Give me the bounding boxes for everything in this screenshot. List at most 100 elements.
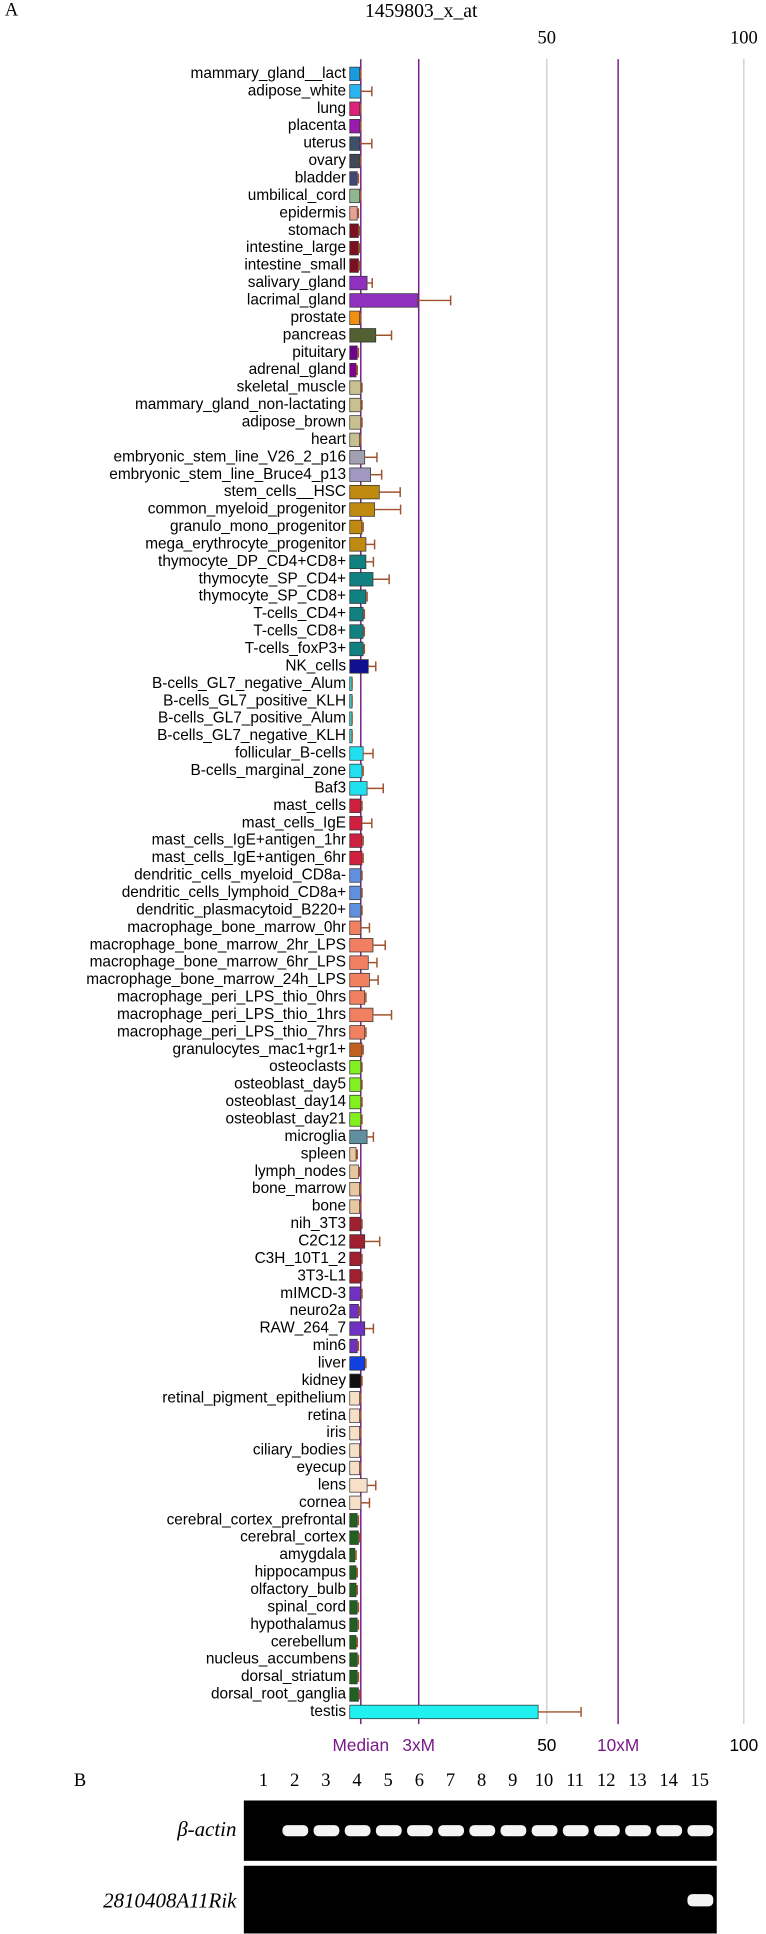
bar [349, 380, 362, 395]
bar [349, 328, 377, 343]
category-label: umbilical_cord [248, 187, 346, 204]
bar [349, 920, 362, 935]
category-label: liver [318, 1354, 346, 1371]
category-label: C2C12 [298, 1233, 346, 1250]
bar [349, 502, 375, 517]
category-label: cornea [299, 1494, 346, 1511]
category-label: C3H_10T1_2 [255, 1250, 346, 1267]
category-label: mega_erythrocyte_progenitor [145, 535, 346, 552]
category-label: cerebral_cortex_prefrontal [167, 1511, 346, 1528]
category-label: 3T3-L1 [297, 1267, 346, 1284]
bar [349, 153, 360, 169]
category-label: adrenal_gland [249, 361, 346, 378]
category-label: ovary [308, 152, 346, 169]
category-label: dendritic_plasmacytoid_B220+ [136, 901, 346, 918]
lane-label: 7 [446, 1770, 455, 1790]
bar [349, 1269, 362, 1284]
bar [349, 972, 370, 988]
lane-label: 10 [535, 1770, 553, 1790]
category-label: lacrimal_gland [247, 292, 346, 309]
bar [349, 206, 358, 221]
gel-band [687, 1894, 714, 1907]
gel-band [282, 1825, 309, 1837]
category-label: nucleus_accumbens [206, 1651, 346, 1668]
category-label: thymocyte_DP_CD4+CD8+ [158, 553, 346, 570]
bar [349, 258, 359, 273]
bar [349, 484, 380, 500]
bar [349, 1391, 360, 1406]
category-label: pancreas [283, 326, 347, 343]
category-label: heart [311, 431, 347, 448]
category-label: T-cells_foxP3+ [245, 640, 346, 657]
bar [349, 1408, 360, 1423]
bar [349, 241, 359, 256]
bar [349, 223, 359, 238]
gel-band [500, 1825, 527, 1837]
lane-label: 4 [352, 1770, 361, 1790]
category-label: mammary_gland__lact [191, 65, 347, 82]
category-label: retina [308, 1407, 347, 1424]
bar [349, 1042, 363, 1057]
bar [349, 850, 363, 866]
category-label: RAW_264_7 [259, 1320, 346, 1337]
category-label: adipose_brown [242, 413, 346, 430]
category-label: osteoblast_day5 [234, 1076, 346, 1093]
gel-image [243, 1865, 717, 1934]
category-label: bone [312, 1198, 346, 1215]
category-label: common_myeloid_progenitor [148, 501, 346, 518]
category-label: iris [326, 1424, 346, 1441]
category-label: mast_cells_IgE+antigen_6hr [152, 849, 346, 866]
x-tick-label: 100 [729, 1735, 758, 1755]
category-label: osteoblast_day21 [226, 1111, 347, 1128]
category-label: dendritic_cells_lymphoid_CD8a+ [122, 884, 346, 901]
category-label: T-cells_CD8+ [253, 623, 346, 640]
reference-label: 10xM [597, 1735, 639, 1755]
x-tick-label: 50 [538, 28, 556, 48]
category-label: ciliary_bodies [253, 1442, 346, 1459]
bar [349, 450, 366, 465]
category-label: skeletal_muscle [237, 379, 346, 396]
category-label: granulo_mono_progenitor [170, 518, 346, 535]
gel-band [375, 1825, 402, 1837]
bar [349, 1216, 362, 1232]
category-label: macrophage_peri_LPS_thio_7hrs [117, 1023, 346, 1040]
bar [349, 101, 360, 116]
bar [349, 1460, 360, 1476]
category-label: uterus [303, 135, 346, 152]
category-label: nih_3T3 [290, 1215, 346, 1232]
category-label: pituitary [292, 344, 346, 361]
gel-row-label: β-actin [176, 1817, 236, 1841]
category-label: macrophage_bone_marrow_0hr [127, 919, 346, 936]
x-tick-label: 50 [537, 1735, 556, 1755]
category-label: mIMCD-3 [280, 1285, 346, 1302]
bar [349, 171, 358, 186]
bar [349, 833, 363, 848]
bar [349, 310, 360, 326]
category-label: dendritic_cells_myeloid_CD8a- [134, 867, 346, 884]
category-label: kidney [302, 1372, 347, 1389]
bar [349, 1547, 356, 1563]
lane-label: 14 [659, 1770, 677, 1790]
category-label: amygdala [279, 1546, 346, 1563]
bar [349, 1182, 360, 1197]
category-label: lymph_nodes [255, 1163, 347, 1180]
bar [349, 1338, 358, 1354]
category-label: cerebral_cortex [240, 1529, 346, 1546]
category-label: B-cells_marginal_zone [191, 762, 347, 779]
bar [349, 1356, 366, 1371]
category-label: intestine_small [244, 257, 346, 274]
bar [349, 432, 360, 447]
bar [349, 1007, 374, 1023]
bar [349, 1147, 357, 1162]
bar [349, 606, 364, 622]
category-label: follicular_B-cells [235, 745, 346, 762]
bar [349, 1617, 358, 1632]
category-label: hippocampus [255, 1564, 347, 1581]
lane-label: 2 [290, 1770, 299, 1790]
category-label: neuro2a [290, 1302, 347, 1319]
bar [349, 1373, 362, 1388]
reference-label: Median [333, 1735, 390, 1755]
bar [349, 467, 372, 482]
bar [349, 1025, 366, 1040]
category-label: retinal_pigment_epithelium [162, 1389, 346, 1406]
